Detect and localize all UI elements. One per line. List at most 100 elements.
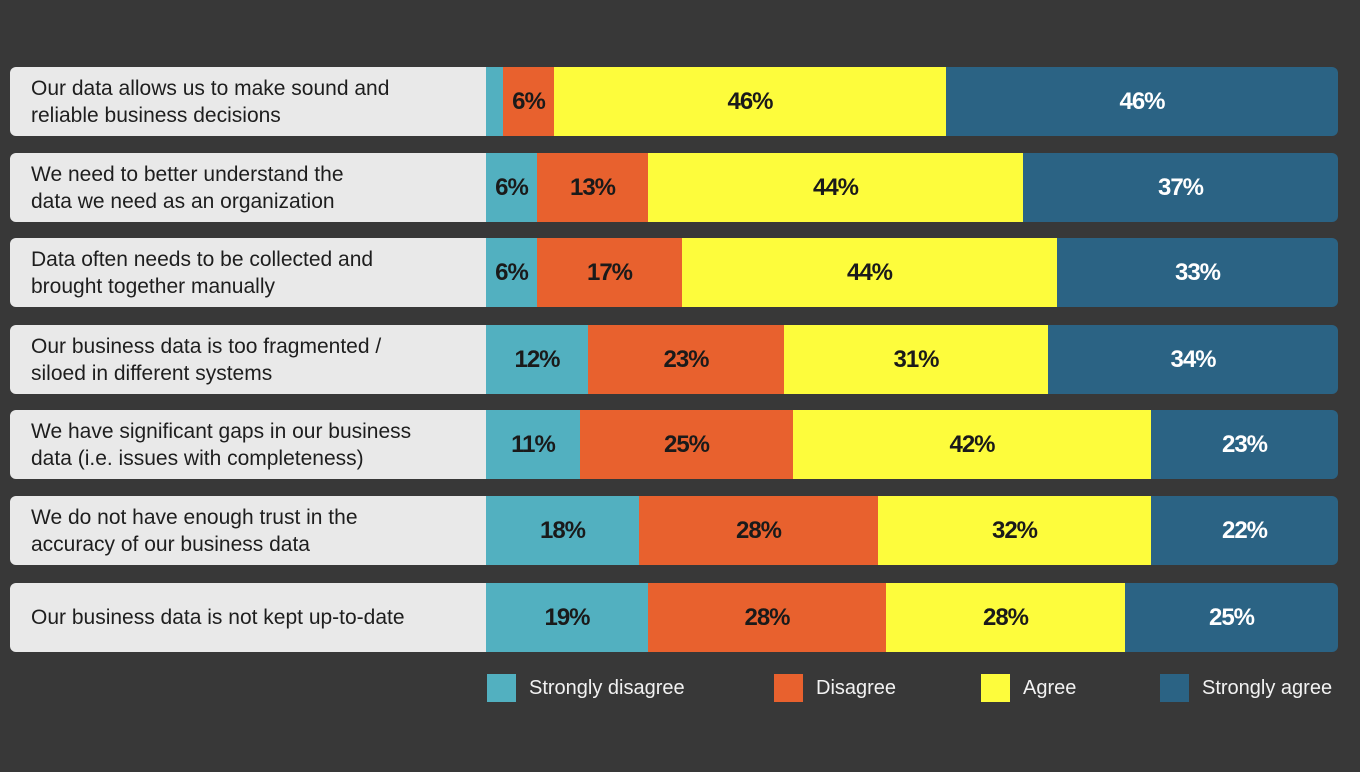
bar-segment-strongly-disagree: [486, 67, 503, 136]
category-label-line: brought together manually: [31, 274, 275, 298]
legend-swatch: [1160, 674, 1189, 702]
category-label-line: siloed in different systems: [31, 361, 273, 385]
bar-segment-strongly-disagree: 12%: [486, 325, 588, 394]
data-label: 44%: [846, 258, 893, 286]
bar-segment-disagree: 13%: [537, 153, 648, 222]
bar-track: 6% 13% 44% 37%: [486, 153, 1338, 222]
legend-label: Agree: [1023, 676, 1077, 699]
category-label-box: We do not have enough trust in the accura…: [10, 496, 486, 565]
bar-track: 6% 46% 46%: [486, 67, 1338, 136]
bar-segment-disagree: 6%: [503, 67, 554, 136]
legend-item-agree: Agree: [981, 674, 1076, 702]
row-fragmented: Our business data is too fragmented / sil…: [10, 325, 1338, 394]
data-label: 6%: [495, 258, 529, 286]
category-label-line: We do not have enough trust in the: [31, 505, 358, 529]
legend-swatch: [774, 674, 803, 702]
category-label: Our business data is not kept up-to-date: [31, 604, 451, 631]
category-label-line: reliable business decisions: [31, 103, 281, 127]
bar-track: 6% 17% 44% 33%: [486, 238, 1338, 307]
bar-segment-strongly-disagree: 18%: [486, 496, 639, 565]
data-label: 28%: [982, 603, 1029, 631]
data-label: 37%: [1157, 173, 1204, 201]
data-label: 46%: [727, 87, 773, 115]
legend-label: Disagree: [816, 676, 897, 699]
data-label: 32%: [991, 516, 1038, 544]
data-label: 19%: [544, 603, 590, 631]
category-label-box: We need to better understand the data we …: [10, 153, 486, 222]
bar-segment-disagree: 28%: [648, 583, 886, 652]
category-label-line: Our business data is too fragmented /: [31, 334, 382, 358]
data-label: 6%: [512, 87, 546, 115]
bar-segment-strongly-disagree: 19%: [486, 583, 648, 652]
category-label-line: data we need as an organization: [31, 189, 335, 213]
category-label: We do not have enough trust in the accura…: [31, 504, 451, 558]
row-sound-decisions: Our data allows us to make sound and reli…: [10, 67, 1338, 136]
category-label-line: Our business data is not kept up-to-date: [31, 606, 405, 629]
data-label: 6%: [495, 173, 529, 201]
bar-segment-strongly-disagree: 11%: [486, 410, 580, 479]
category-label-box: Our business data is too fragmented / sil…: [10, 325, 486, 394]
bar-segment-strongly-disagree: 6%: [486, 238, 537, 307]
bar-segment-disagree: 17%: [537, 238, 682, 307]
bar-track: 12% 23% 31% 34%: [486, 325, 1338, 394]
bar-segment-strongly-agree: 33%: [1057, 238, 1338, 307]
row-gaps: We have significant gaps in our business…: [10, 410, 1338, 479]
row-understand-data: We need to better understand the data we …: [10, 153, 1338, 222]
data-label: 13%: [569, 173, 616, 201]
data-label: 31%: [893, 345, 939, 373]
bar-segment-disagree: 25%: [580, 410, 793, 479]
category-label: We have significant gaps in our business…: [31, 418, 451, 472]
bar-segment-strongly-agree: 25%: [1125, 583, 1338, 652]
row-collected-manually: Data often needs to be collected and brou…: [10, 238, 1338, 307]
legend-swatch: [981, 674, 1010, 702]
bar-segment-strongly-agree: 23%: [1151, 410, 1338, 479]
bar-segment-agree: 44%: [648, 153, 1023, 222]
legend-label: Strongly disagree: [529, 676, 685, 699]
category-label-box: Our business data is not kept up-to-date: [10, 583, 486, 652]
bar-track: 18% 28% 32% 22%: [486, 496, 1338, 565]
data-label: 33%: [1174, 258, 1221, 286]
data-label: 46%: [1119, 87, 1165, 115]
data-label: 11%: [511, 430, 556, 458]
data-label: 25%: [663, 430, 710, 458]
category-label-line: We have significant gaps in our business: [31, 419, 412, 443]
legend-label: Strongly agree: [1202, 676, 1333, 699]
data-label: 44%: [812, 173, 859, 201]
data-label: 25%: [1208, 603, 1255, 631]
bar-track: 19% 28% 28% 25%: [486, 583, 1338, 652]
bar-segment-agree: 31%: [784, 325, 1048, 394]
data-label: 23%: [1221, 430, 1268, 458]
bar-segment-disagree: 23%: [588, 325, 784, 394]
data-label: 42%: [949, 430, 995, 458]
data-label: 23%: [663, 345, 709, 373]
bar-segment-strongly-disagree: 6%: [486, 153, 537, 222]
row-trust: We do not have enough trust in the accura…: [10, 496, 1338, 565]
category-label: Our business data is too fragmented / sil…: [31, 333, 451, 387]
category-label-line: accuracy of our business data: [31, 532, 310, 556]
category-label-line: Data often needs to be collected and: [31, 247, 374, 271]
bar-segment-disagree: 28%: [639, 496, 878, 565]
bar-segment-strongly-agree: 22%: [1151, 496, 1338, 565]
category-label-line: data (i.e. issues with completeness): [31, 446, 364, 470]
legend-swatch: [487, 674, 516, 702]
category-label-box: Our data allows us to make sound and reli…: [10, 67, 486, 136]
legend-item-strongly-agree: Strongly agree: [1160, 674, 1332, 702]
bar-segment-agree: 44%: [682, 238, 1057, 307]
category-label-box: Data often needs to be collected and brou…: [10, 238, 486, 307]
legend-item-disagree: Disagree: [774, 674, 896, 702]
data-label: 22%: [1221, 516, 1268, 544]
bar-segment-strongly-agree: 37%: [1023, 153, 1338, 222]
bar-segment-agree: 46%: [554, 67, 946, 136]
bar-segment-agree: 42%: [793, 410, 1151, 479]
bar-segment-strongly-agree: 34%: [1048, 325, 1338, 394]
data-label: 12%: [514, 345, 560, 373]
category-label-line: Our data allows us to make sound and: [31, 76, 390, 100]
category-label: We need to better understand the data we …: [31, 161, 451, 215]
category-label: Data often needs to be collected and brou…: [31, 246, 451, 300]
data-label: 28%: [744, 603, 790, 631]
bar-segment-agree: 28%: [886, 583, 1125, 652]
data-label: 28%: [735, 516, 782, 544]
category-label-box: We have significant gaps in our business…: [10, 410, 486, 479]
legend-item-strongly-disagree: Strongly disagree: [487, 674, 685, 702]
